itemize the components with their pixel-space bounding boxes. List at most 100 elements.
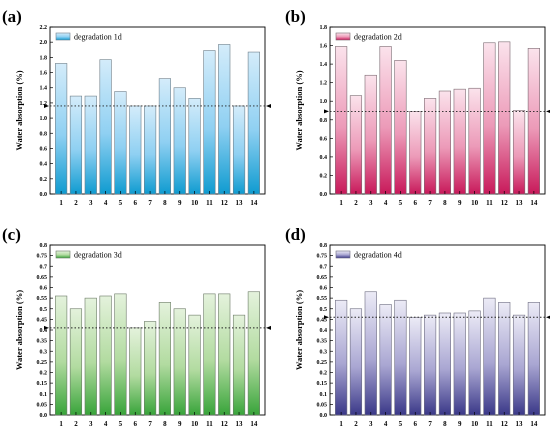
y-tick-label: 0.2	[40, 177, 48, 183]
x-tick-label: 12	[221, 199, 229, 207]
bar	[438, 312, 451, 416]
y-tick-label: 1.2	[320, 81, 328, 87]
y-tick-label: 0.55	[37, 296, 48, 302]
bar	[129, 327, 142, 416]
y-tick-label: 1.8	[320, 25, 328, 31]
y-tick-label: 0.3	[320, 349, 328, 355]
x-tick-label: 11	[206, 420, 213, 428]
x-tick-label: 10	[471, 199, 479, 207]
bar	[218, 44, 231, 195]
bar	[247, 291, 260, 416]
y-tick-label: 0.4	[320, 328, 328, 334]
panel-label: (d)	[285, 225, 306, 244]
plot-frame	[329, 244, 546, 416]
y-tick-label: 0.65	[37, 275, 48, 281]
bar	[232, 314, 246, 416]
bar	[55, 63, 68, 195]
bar	[394, 60, 407, 195]
y-tick-label: 0.0	[40, 413, 48, 419]
x-tick-label: 10	[471, 420, 479, 428]
y-axis-label: Water absorption (%)	[14, 70, 24, 150]
y-tick-label: 1.4	[320, 62, 328, 68]
bar	[114, 91, 127, 195]
x-tick-label: 9	[178, 420, 182, 428]
bar	[409, 111, 422, 195]
x-tick-label: 4	[104, 420, 108, 428]
reference-marker-left	[324, 315, 329, 320]
x-tick-label: 4	[384, 199, 388, 207]
y-tick-label: 2.2	[40, 25, 48, 31]
bar	[158, 302, 171, 416]
bar	[129, 105, 142, 195]
plot-frame	[49, 244, 266, 416]
x-tick-label: 7	[428, 199, 432, 207]
bar	[483, 42, 496, 195]
reference-marker-right	[266, 103, 271, 108]
bar	[527, 48, 540, 195]
y-tick-label: 1.4	[40, 86, 48, 92]
bar	[99, 295, 112, 416]
y-axis-label: Water absorption (%)	[294, 70, 304, 150]
x-tick-label: 14	[250, 199, 258, 207]
x-tick-label: 14	[530, 420, 538, 428]
y-tick-label: 1.2	[40, 101, 48, 107]
x-tick-label: 12	[501, 199, 509, 207]
y-tick-label: 0.6	[40, 286, 48, 292]
bar	[468, 310, 481, 416]
x-tick-label: 1	[339, 420, 343, 428]
x-tick-label: 1	[339, 199, 343, 207]
y-tick-label: 0.25	[317, 360, 328, 366]
bar	[55, 295, 68, 416]
bar	[438, 90, 451, 195]
y-tick-label: 0.45	[37, 317, 48, 323]
bar	[232, 105, 246, 195]
y-tick-label: 0.15	[317, 381, 328, 387]
x-tick-label: 8	[443, 199, 447, 207]
legend-swatch	[55, 250, 71, 259]
y-tick-label: 0.1	[40, 392, 48, 398]
x-tick-label: 7	[148, 420, 152, 428]
y-tick-label: 1.8	[40, 55, 48, 61]
reference-marker-right	[266, 325, 271, 330]
bar	[364, 291, 377, 416]
reference-marker-left	[324, 109, 329, 114]
bar	[483, 297, 496, 416]
y-tick-label: 0.15	[37, 381, 48, 387]
reference-marker-left	[44, 103, 49, 108]
y-tick-label: 0.7	[40, 264, 48, 270]
bar	[69, 95, 83, 195]
legend-swatch	[55, 32, 71, 41]
bar	[188, 98, 201, 195]
panel-label: (c)	[2, 225, 21, 244]
y-tick-label: 0.8	[40, 131, 48, 137]
bar	[349, 95, 363, 195]
bar	[203, 50, 216, 195]
bar	[453, 88, 466, 195]
x-tick-label: 10	[191, 420, 199, 428]
y-tick-label: 0.75	[317, 254, 328, 260]
y-tick-label: 0.05	[37, 402, 48, 408]
bar	[173, 87, 186, 195]
y-tick-label: 0.05	[317, 402, 328, 408]
y-tick-label: 0.8	[320, 118, 328, 124]
x-tick-label: 4	[104, 199, 108, 207]
x-tick-label: 12	[501, 420, 509, 428]
bar	[158, 78, 171, 195]
y-tick-label: 0.2	[320, 371, 328, 377]
x-tick-label: 7	[148, 199, 152, 207]
x-tick-label: 8	[163, 420, 167, 428]
bar	[247, 51, 260, 195]
x-tick-label: 14	[530, 199, 538, 207]
y-tick-label: 1.0	[320, 99, 328, 105]
bar	[114, 293, 127, 416]
x-tick-label: 13	[516, 199, 524, 207]
plot-frame	[329, 26, 546, 195]
reference-marker-right	[546, 109, 550, 114]
bar	[512, 110, 526, 195]
y-tick-label: 0.1	[320, 392, 328, 398]
x-tick-label: 9	[458, 199, 462, 207]
bar	[335, 46, 348, 195]
x-tick-label: 13	[236, 420, 244, 428]
x-tick-label: 13	[516, 420, 524, 428]
